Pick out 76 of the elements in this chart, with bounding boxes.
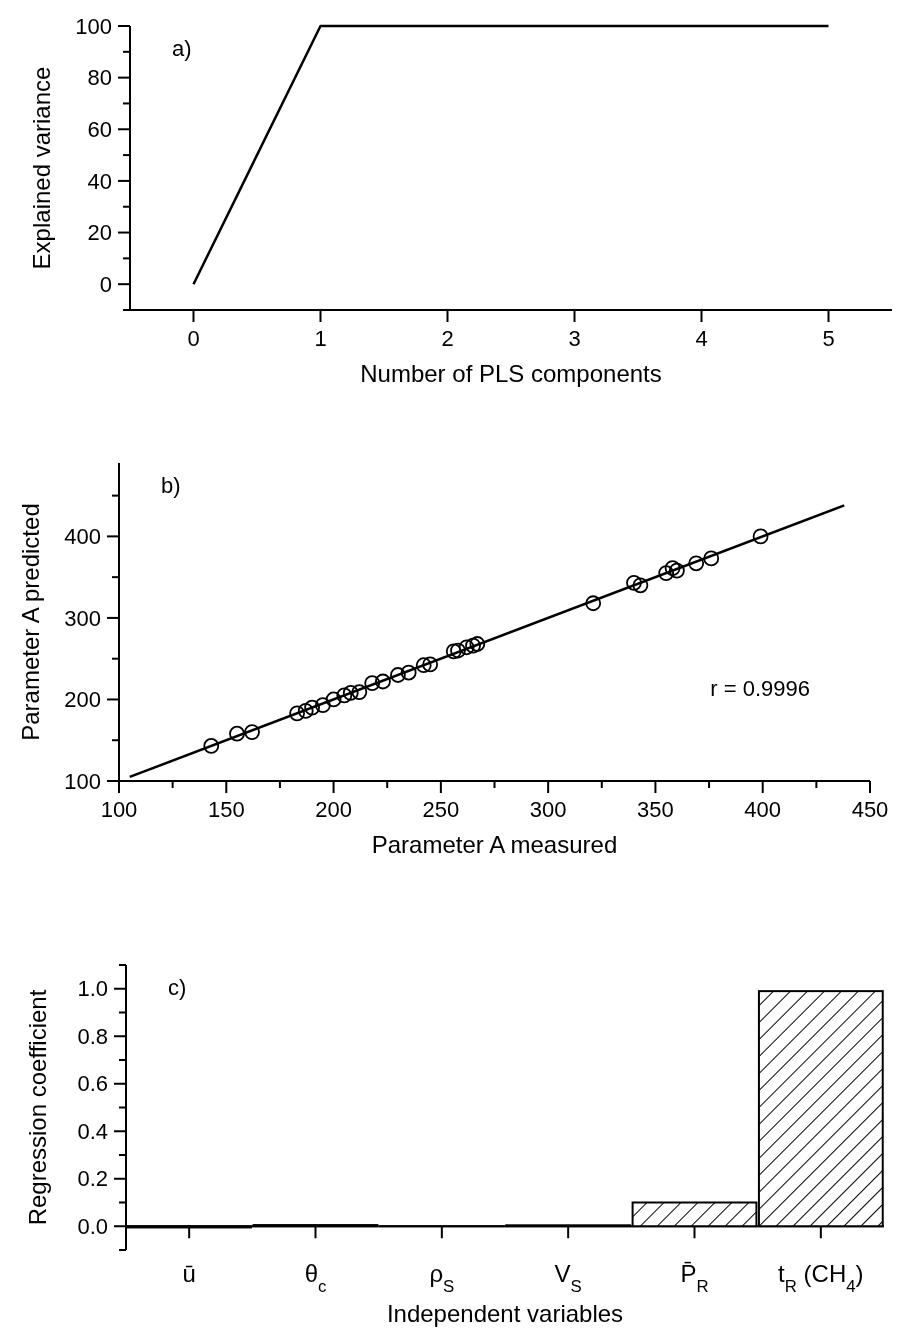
x-tick-label: P̄$_{R}$ xyxy=(680,1260,709,1296)
x-tick-label: t$_{R}$ (CH$_{4}$) xyxy=(778,1260,864,1296)
point xyxy=(445,643,462,660)
x-tick-label: 300 xyxy=(529,797,567,822)
x-tick-label: 200 xyxy=(315,797,352,822)
y-tick-label: 100 xyxy=(64,768,101,794)
x-tick-label: 0 xyxy=(187,326,200,351)
point xyxy=(304,699,321,716)
y-tick-label: 0.4 xyxy=(77,1118,108,1144)
y-tick-label: 400 xyxy=(64,524,101,550)
y-axis-title: Regression coefficient xyxy=(24,989,51,1226)
y-axis-title: Explained variance xyxy=(28,66,55,270)
point xyxy=(422,656,439,673)
x-tick-label: ū xyxy=(182,1260,196,1287)
x-axis-title: Independent variables xyxy=(386,1300,624,1327)
x-tick-label: 4 xyxy=(695,326,708,351)
point xyxy=(752,528,769,545)
y-tick-label: 100 xyxy=(75,13,112,39)
point xyxy=(351,684,368,701)
annotation: r = 0.9996 xyxy=(710,676,810,701)
point xyxy=(703,550,720,567)
point xyxy=(229,725,245,742)
point xyxy=(400,664,417,681)
x-axis-title: Parameter A measured xyxy=(371,831,618,858)
point xyxy=(342,685,359,701)
point xyxy=(244,724,260,740)
x-axis-title: Number of PLS components xyxy=(360,360,662,387)
x-tick-label: 3 xyxy=(568,326,581,351)
x-tick-label: 250 xyxy=(422,797,460,822)
point xyxy=(203,738,220,754)
y-tick-label: 200 xyxy=(64,687,101,713)
y-tick-label: 0 xyxy=(99,271,112,297)
point xyxy=(469,636,486,652)
point xyxy=(415,657,432,674)
y-tick-label: 1.0 xyxy=(77,976,108,1002)
x-tick-label: 1 xyxy=(314,326,327,351)
x-tick-label: 350 xyxy=(637,797,674,822)
y-tick-label: 0.2 xyxy=(77,1166,108,1192)
x-tick-label: 2 xyxy=(441,326,454,351)
y-tick-label: 60 xyxy=(87,116,112,142)
point xyxy=(585,595,602,612)
y-tick-label: 300 xyxy=(64,605,101,631)
point xyxy=(668,562,685,579)
point xyxy=(336,687,353,704)
x-tick-label: ρ$_{S}$ xyxy=(429,1260,455,1296)
y-tick-label: 80 xyxy=(87,65,112,91)
point xyxy=(289,705,305,722)
x-tick-label: 150 xyxy=(207,797,245,822)
point xyxy=(465,637,481,654)
x-tick-label: 450 xyxy=(851,797,889,822)
annotation: c) xyxy=(168,975,187,1000)
point xyxy=(325,691,342,708)
point xyxy=(688,555,705,572)
y-axis-title: Parameter A predicted xyxy=(17,503,44,741)
point xyxy=(664,560,681,577)
point xyxy=(297,702,314,719)
point xyxy=(626,574,642,591)
point xyxy=(314,697,331,714)
x-tick-label: 5 xyxy=(822,326,835,351)
y-tick-label: 0.0 xyxy=(77,1213,108,1239)
y-tick-label: 20 xyxy=(87,220,112,246)
point xyxy=(458,639,475,656)
point xyxy=(390,667,406,683)
y-tick-label: 0.8 xyxy=(77,1023,108,1049)
y-tick-label: 0.6 xyxy=(77,1071,108,1097)
point xyxy=(375,673,391,690)
annotation: a) xyxy=(172,36,192,61)
x-tick-label: V$_{S}$ xyxy=(554,1260,582,1296)
point xyxy=(632,577,649,594)
annotation: b) xyxy=(161,473,181,498)
x-tick-label: θ$_{c}$ xyxy=(304,1260,327,1296)
point xyxy=(364,675,381,692)
point xyxy=(658,565,675,581)
y-tick-label: 40 xyxy=(87,168,112,194)
x-tick-label: 400 xyxy=(744,797,782,822)
point xyxy=(450,642,466,659)
